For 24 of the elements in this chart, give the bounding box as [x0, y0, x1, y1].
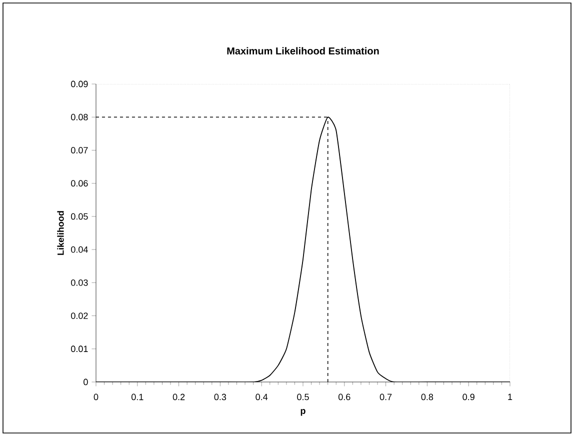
x-tick-label: 0.7: [380, 394, 392, 400]
y-tick-label: 0.07: [71, 147, 88, 154]
x-tick-label: 0.5: [297, 394, 309, 400]
chart-title: Maximum Likelihood Estimation: [227, 47, 379, 54]
y-tick-label: 0.02: [71, 312, 88, 319]
y-tick-label: 0.09: [71, 80, 88, 88]
x-tick-label: 0.4: [256, 394, 268, 400]
x-tick-label: 0: [94, 394, 98, 400]
x-tick-label: 0.9: [462, 394, 474, 400]
y-tick-label: 0.04: [71, 246, 88, 253]
y-tick-label: 0.03: [71, 279, 88, 286]
y-axis-title: Likelihood: [57, 211, 64, 255]
x-tick-label: 0.3: [214, 394, 226, 400]
y-tick-label: 0: [84, 378, 88, 386]
y-tick-label: 0.08: [71, 114, 88, 120]
x-tick-label: 0.2: [172, 394, 185, 400]
y-tick-label: 0.01: [71, 346, 88, 352]
x-tick-label: 0.8: [421, 394, 434, 400]
y-tick-label: 0.06: [71, 180, 88, 187]
x-tick-label: 0.6: [338, 394, 350, 400]
y-tick-label: 0.05: [71, 213, 88, 220]
x-tick-label: 1: [508, 394, 512, 400]
x-axis-title: p: [300, 409, 306, 416]
x-tick-label: 0.1: [131, 394, 144, 400]
